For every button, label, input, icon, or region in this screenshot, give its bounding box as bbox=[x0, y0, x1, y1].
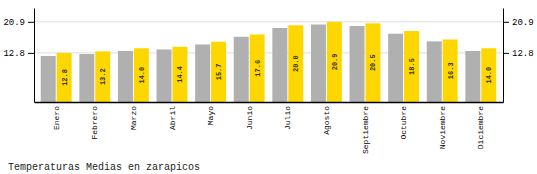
x-tick: Diciembre bbox=[476, 106, 485, 149]
bar bbox=[350, 26, 365, 102]
bar bbox=[427, 41, 442, 102]
x-tick-label: Agosto bbox=[322, 106, 331, 135]
data-label: 20.9 bbox=[331, 53, 339, 70]
x-tick-label: Julio bbox=[283, 106, 292, 130]
y-tick: 12.8 bbox=[3, 49, 34, 59]
bar bbox=[388, 34, 403, 102]
data-label: 20.5 bbox=[369, 54, 377, 71]
y2-tick: 12.8 bbox=[503, 49, 534, 59]
chart: Enero Febrero Marzo Abril Mayo Junio Julio Agos… bbox=[0, 0, 537, 174]
x-tick: Septiembre bbox=[361, 106, 370, 154]
data-label: 15.7 bbox=[215, 63, 223, 80]
bar bbox=[118, 51, 133, 102]
plot: Enero Febrero Marzo Abril Mayo Junio Julio Agos… bbox=[3, 9, 533, 155]
x-tick-label: Octubre bbox=[399, 106, 408, 140]
x-tick: Febrero bbox=[90, 106, 99, 140]
bar bbox=[272, 28, 287, 102]
y2-tick-label: 20.9 bbox=[512, 18, 534, 28]
bar bbox=[234, 37, 249, 102]
x-tick-label: Noviembre bbox=[438, 106, 447, 149]
data-label: 12.8 bbox=[61, 69, 69, 86]
bar bbox=[465, 51, 480, 102]
title: Temperaturas Medias en zarapicos bbox=[8, 162, 200, 173]
bar bbox=[404, 31, 419, 102]
x-tick: Enero bbox=[52, 106, 61, 130]
x-tick-label: Diciembre bbox=[476, 106, 485, 149]
data-label: 13.2 bbox=[99, 68, 107, 85]
bar bbox=[211, 42, 226, 102]
series bbox=[57, 22, 497, 102]
bar bbox=[195, 44, 210, 102]
data-label: 16.3 bbox=[447, 62, 455, 79]
bar bbox=[311, 24, 326, 102]
bar bbox=[481, 48, 496, 102]
x-tick: Abril bbox=[168, 106, 177, 130]
x-tick-label: Junio bbox=[245, 106, 254, 130]
x-tick-label: Febrero bbox=[90, 106, 99, 140]
x-tick: Marzo bbox=[129, 106, 138, 130]
y2-tick-mark bbox=[503, 53, 509, 54]
bar bbox=[79, 54, 94, 102]
bar bbox=[57, 53, 72, 102]
y2-tick-mark bbox=[503, 22, 509, 23]
x-tick-label: Septiembre bbox=[361, 106, 370, 154]
y-tick-mark bbox=[28, 53, 34, 54]
bar bbox=[443, 39, 458, 102]
data-label: 17.6 bbox=[254, 60, 262, 77]
x-axis-line bbox=[35, 102, 504, 104]
bar bbox=[134, 48, 149, 102]
bar bbox=[172, 47, 187, 102]
x-tick: Mayo bbox=[206, 106, 215, 125]
grid-line bbox=[34, 21, 503, 22]
data-label: 18.5 bbox=[408, 58, 416, 75]
y-tick-label: 20.9 bbox=[3, 18, 25, 28]
x-tick: Octubre bbox=[399, 106, 408, 140]
bar bbox=[95, 51, 110, 102]
bar bbox=[327, 22, 342, 102]
data-label: 20.0 bbox=[292, 55, 300, 72]
x-tick: Julio bbox=[283, 106, 292, 130]
bar bbox=[250, 34, 265, 102]
data-labels: 12.8 13.2 14.0 14.4 15.7 17.6 20.0 20.9 20.5 18.5… bbox=[61, 53, 494, 85]
y2-tick-label: 12.8 bbox=[512, 49, 534, 59]
x-axis: Enero Febrero Marzo Abril Mayo Junio Julio Agos… bbox=[35, 103, 504, 155]
data-label: 14.0 bbox=[138, 67, 146, 84]
y-axis: 12.8 20.9 bbox=[3, 9, 34, 103]
x-tick-label: Abril bbox=[168, 106, 177, 130]
bar bbox=[365, 23, 380, 102]
y-tick-label: 12.8 bbox=[3, 49, 25, 59]
bar bbox=[157, 49, 172, 102]
bar bbox=[288, 25, 303, 102]
bars bbox=[41, 22, 497, 102]
x-tick-label: Mayo bbox=[206, 106, 215, 125]
bar bbox=[41, 56, 56, 102]
x-tick-label: Enero bbox=[52, 106, 61, 130]
series bbox=[41, 24, 481, 102]
y-axis-line bbox=[34, 9, 35, 103]
y-tick: 20.9 bbox=[3, 18, 34, 28]
x-tick: Junio bbox=[245, 106, 254, 130]
data-label: 14.4 bbox=[176, 66, 184, 83]
y-tick-mark bbox=[28, 22, 34, 23]
x-tick: Noviembre bbox=[438, 106, 447, 149]
y2-axis: 12.8 20.9 bbox=[503, 9, 534, 103]
data-label: 14.0 bbox=[485, 67, 493, 84]
x-tick: Agosto bbox=[322, 106, 331, 135]
x-tick-label: Marzo bbox=[129, 106, 138, 130]
y2-tick: 20.9 bbox=[503, 18, 534, 28]
